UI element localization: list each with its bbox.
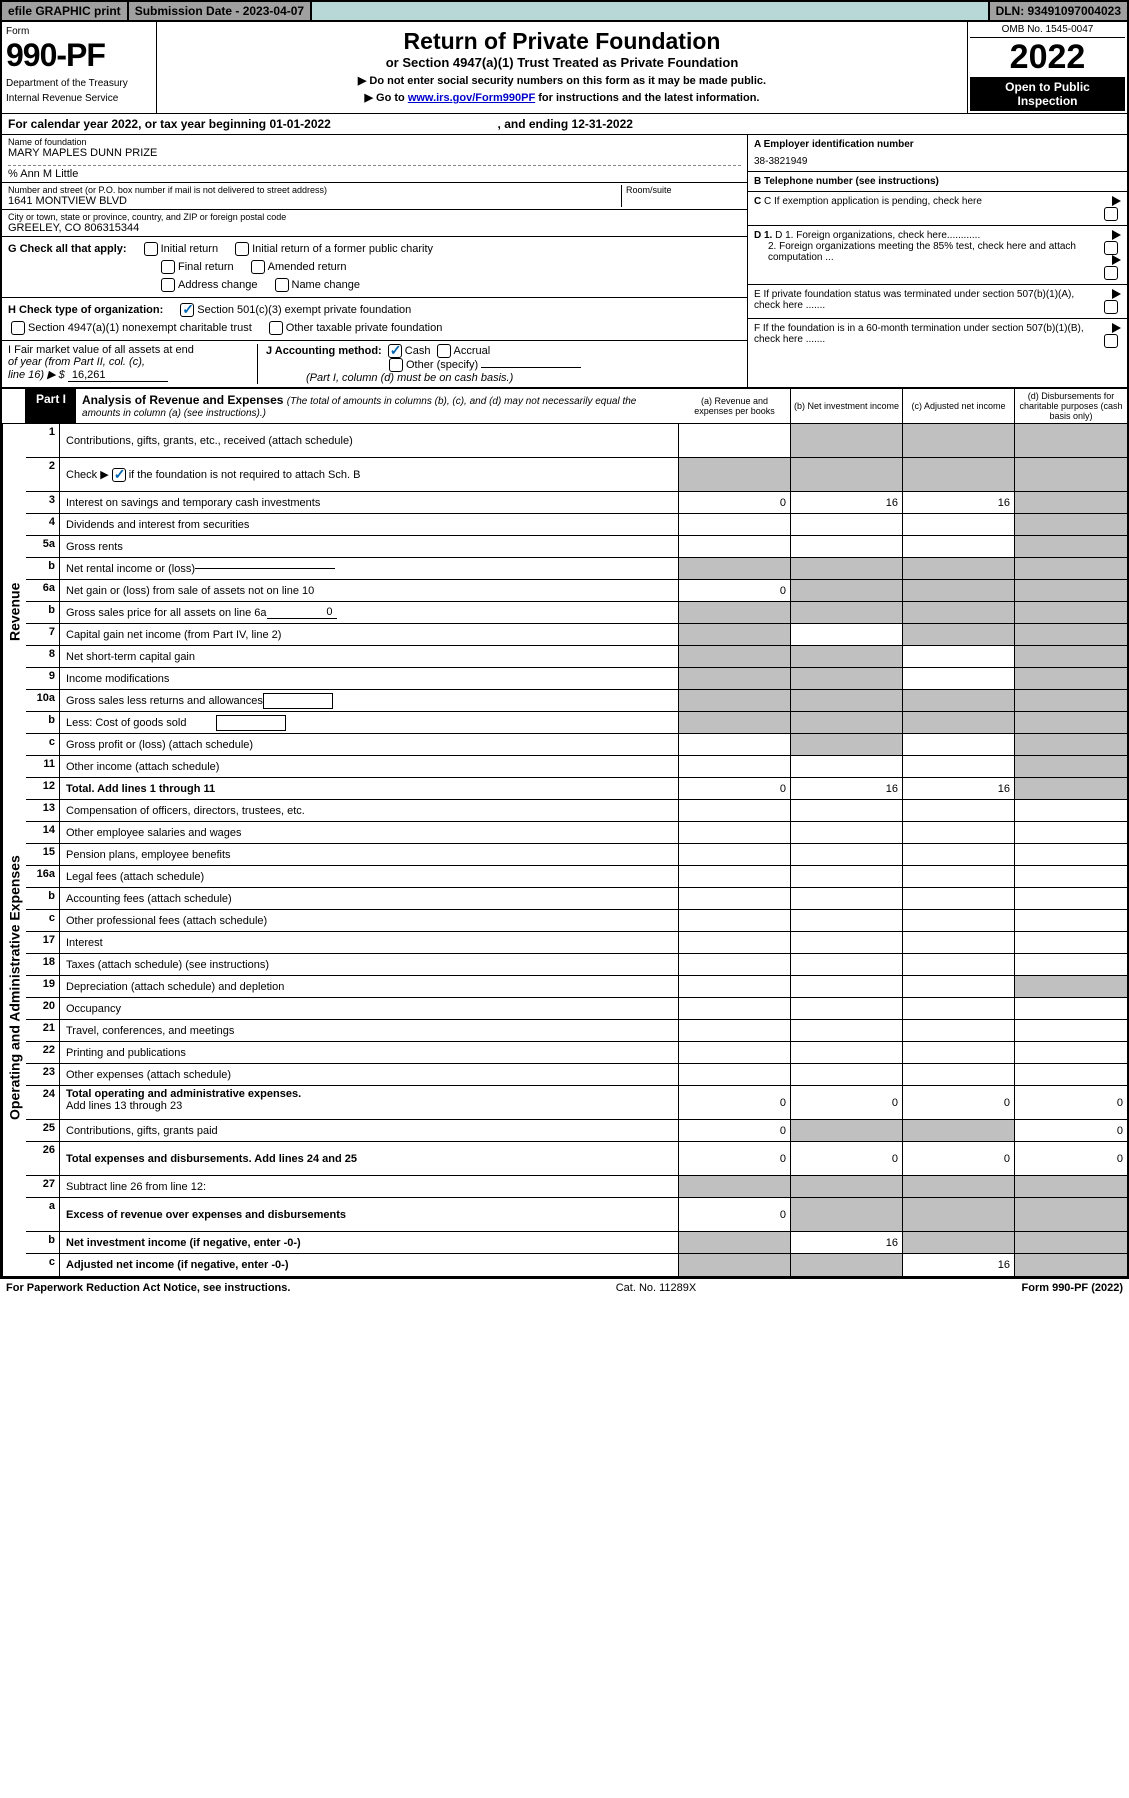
- instruction-1: ▶ Do not enter social security numbers o…: [163, 74, 961, 87]
- irs-link[interactable]: www.irs.gov/Form990PF: [408, 92, 535, 104]
- header-center: Return of Private Foundation or Section …: [157, 22, 967, 113]
- checkbox-address-change[interactable]: [161, 278, 175, 292]
- dept-irs: Internal Revenue Service: [6, 93, 152, 104]
- expenses-section: Operating and Administrative Expenses 13…: [2, 800, 1127, 1176]
- col-a-header: (a) Revenue and expenses per books: [679, 389, 791, 423]
- tax-year: 2022: [970, 38, 1125, 77]
- checkbox-cash[interactable]: [388, 344, 402, 358]
- checkbox-amended-return[interactable]: [251, 260, 265, 274]
- box-B: B Telephone number (see instructions): [748, 172, 1127, 192]
- net-section: 27Subtract line 26 from line 12: aExcess…: [2, 1176, 1127, 1276]
- foundation-name-cell: Name of foundation MARY MAPLES DUNN PRIZ…: [2, 135, 747, 183]
- top-spacer: [312, 2, 989, 20]
- form-header: Form 990-PF Department of the Treasury I…: [0, 22, 1129, 113]
- omb-number: OMB No. 1545-0047: [970, 24, 1125, 38]
- footer-center: Cat. No. 11289X: [616, 1282, 697, 1294]
- header-left: Form 990-PF Department of the Treasury I…: [2, 22, 157, 113]
- entity-right: A Employer identification number 38-3821…: [747, 135, 1127, 387]
- section-IJ: I Fair market value of all assets at end…: [2, 341, 747, 387]
- checkbox-other-method[interactable]: [389, 358, 403, 372]
- entity-section: Name of foundation MARY MAPLES DUNN PRIZ…: [2, 135, 1127, 387]
- checkbox-former-charity[interactable]: [235, 242, 249, 256]
- col-c-header: (c) Adjusted net income: [903, 389, 1015, 423]
- revenue-side-label: Revenue: [2, 424, 26, 800]
- checkbox-initial-return[interactable]: [144, 242, 158, 256]
- box-D: D 1. D 1. Foreign organizations, check h…: [748, 226, 1127, 285]
- checkbox-schb[interactable]: [112, 468, 126, 482]
- expenses-side-label: Operating and Administrative Expenses: [2, 800, 26, 1176]
- part1-label: Part I: [26, 389, 76, 423]
- section-G: G Check all that apply: Initial return I…: [2, 237, 747, 298]
- submission-date: Submission Date - 2023-04-07: [129, 2, 312, 20]
- footer-right: Form 990-PF (2022): [1022, 1282, 1123, 1294]
- open-inspection: Open to Public Inspection: [970, 77, 1125, 111]
- fmv-amount: 16,261: [68, 369, 168, 382]
- top-bar: efile GRAPHIC print Submission Date - 20…: [0, 0, 1129, 22]
- checkbox-other-taxable[interactable]: [269, 321, 283, 335]
- part1-header: Part I Analysis of Revenue and Expenses …: [2, 389, 1127, 424]
- header-right: OMB No. 1545-0047 2022 Open to Public In…: [967, 22, 1127, 113]
- dln-label: DLN: 93491097004023: [990, 2, 1127, 20]
- checkbox-4947a1[interactable]: [11, 321, 25, 335]
- section-H: H Check type of organization: Section 50…: [2, 298, 747, 341]
- checkbox-D1[interactable]: [1104, 241, 1118, 255]
- address-cell: Number and street (or P.O. box number if…: [2, 183, 747, 210]
- col-d-header: (d) Disbursements for charitable purpose…: [1015, 389, 1127, 423]
- checkbox-C[interactable]: [1104, 207, 1118, 221]
- col-b-header: (b) Net investment income: [791, 389, 903, 423]
- revenue-section: Revenue 1Contributions, gifts, grants, e…: [2, 424, 1127, 800]
- box-E: E If private foundation status was termi…: [748, 285, 1127, 319]
- inst2-pre: ▶ Go to: [365, 92, 408, 104]
- city-cell: City or town, state or province, country…: [2, 210, 747, 237]
- checkbox-D2[interactable]: [1104, 266, 1118, 280]
- box-C: C C If exemption application is pending,…: [748, 192, 1127, 226]
- dept-treasury: Department of the Treasury: [6, 78, 152, 89]
- checkbox-F[interactable]: [1104, 334, 1118, 348]
- checkbox-name-change[interactable]: [275, 278, 289, 292]
- box-F: F If the foundation is in a 60-month ter…: [748, 319, 1127, 352]
- form-title: Return of Private Foundation: [163, 28, 961, 55]
- form-subtitle: or Section 4947(a)(1) Trust Treated as P…: [163, 55, 961, 70]
- arrow-icon: [1112, 196, 1121, 206]
- inst2-post: for instructions and the latest informat…: [538, 92, 759, 104]
- instruction-2: ▶ Go to www.irs.gov/Form990PF for instru…: [163, 91, 961, 104]
- form-label: Form: [6, 26, 152, 37]
- checkbox-501c3[interactable]: [180, 303, 194, 317]
- box-A: A Employer identification number 38-3821…: [748, 135, 1127, 172]
- checkbox-E[interactable]: [1104, 300, 1118, 314]
- page-footer: For Paperwork Reduction Act Notice, see …: [0, 1278, 1129, 1297]
- calendar-year-row: For calendar year 2022, or tax year begi…: [2, 114, 1127, 135]
- efile-label: efile GRAPHIC print: [2, 2, 129, 20]
- form-number: 990-PF: [6, 37, 152, 74]
- footer-left: For Paperwork Reduction Act Notice, see …: [6, 1282, 290, 1294]
- checkbox-accrual[interactable]: [437, 344, 451, 358]
- checkbox-final-return[interactable]: [161, 260, 175, 274]
